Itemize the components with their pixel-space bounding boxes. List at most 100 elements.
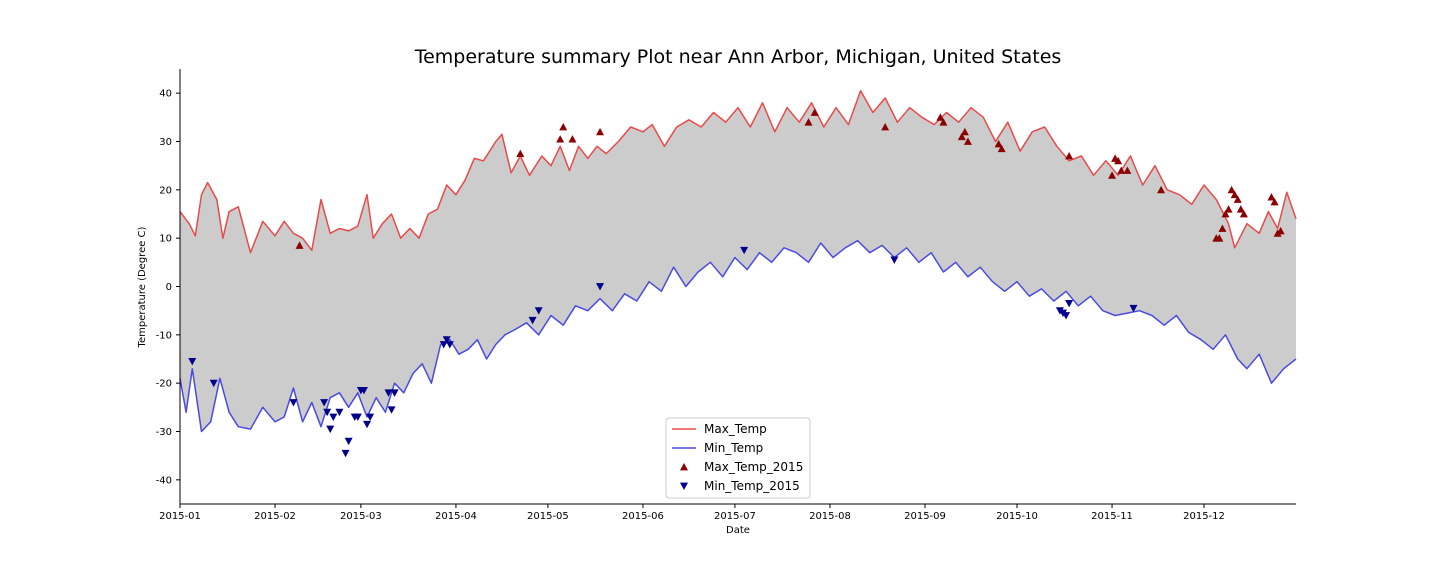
axes: [176, 69, 1296, 508]
min-temp-2015-marker: [326, 425, 335, 434]
legend-max-temp-2015-swatch: [680, 463, 688, 471]
min-temp-2015-marker: [335, 408, 344, 417]
max-temp-2015-marker: [556, 135, 565, 143]
min-temp-line: [179, 239, 1297, 433]
max-temp-line: [179, 90, 1297, 254]
legend-label: Max_Temp_2015: [704, 460, 803, 474]
legend-box: [665, 417, 811, 499]
legend-label: Min_Temp: [704, 441, 763, 455]
max-temp-2015-marker: [1236, 205, 1245, 213]
min-temp-2015-marker: [1129, 304, 1138, 313]
min-temp-2015-marker: [209, 379, 218, 388]
max-temp-2015-marker: [559, 123, 568, 131]
min-temp-2015-marker: [387, 406, 396, 414]
min-temp-2015-marker: [188, 358, 197, 366]
min-temp-2015-marker: [740, 246, 749, 255]
max-temp-2015-marker: [1123, 166, 1132, 174]
fill-between-area: [180, 90, 1296, 432]
max-temp-2015-marker: [295, 241, 304, 249]
x-tick-label: 2015-08: [809, 511, 851, 522]
max-temp-2015-marker: [1233, 195, 1242, 203]
min-temp-2015-marker: [1065, 300, 1074, 308]
max-temp-2015-marker: [936, 113, 945, 121]
min-temp-2015-marker: [384, 389, 393, 397]
x-tick-label: 2015-09: [904, 511, 946, 522]
max-temp-2015-marker: [1114, 156, 1123, 165]
min-temp-2015-marker: [439, 341, 448, 349]
legend-label: Max_Temp: [704, 422, 767, 436]
max-temp-2015-marker: [881, 123, 890, 131]
max-temp-2015-marker: [1065, 152, 1074, 160]
max-temp-2015-marker: [939, 118, 948, 126]
min-temp-2015-marker: [596, 283, 605, 291]
x-tick-label: 2015-04: [435, 511, 477, 522]
x-tick-label: 2015-07: [714, 511, 756, 522]
max-temp-2015-marker: [1276, 226, 1285, 235]
min-temp-2015-marker: [442, 336, 451, 344]
min-temp-2015-marker: [528, 316, 537, 325]
max-temp-2015-marker: [1117, 166, 1126, 174]
max-temp-2015-marker: [960, 127, 969, 136]
min-temp-2015-marker: [353, 413, 362, 421]
min-temp-2015-marker: [341, 449, 350, 458]
y-tick-label: -30: [156, 427, 172, 438]
min-temp-2015-marker: [329, 413, 338, 421]
max-temp-2015-marker: [963, 137, 972, 145]
y-tick-label: 20: [159, 185, 172, 196]
x-tick-label: 2015-11: [1091, 511, 1133, 522]
max-temp-2015-marker: [516, 149, 525, 157]
x-tick-label: 2015-10: [996, 511, 1038, 522]
y-tick-label: 0: [166, 282, 172, 293]
min-temp-2015-marker: [390, 389, 399, 397]
y-tick-label: 10: [159, 234, 172, 245]
y-tick-label: 40: [159, 89, 172, 100]
y-tick-label: -20: [156, 379, 172, 390]
min-temp-2015-marker: [366, 413, 375, 421]
x-tick-label: 2015-12: [1183, 511, 1225, 522]
series-lines: [179, 90, 1297, 433]
max-temp-2015-marker: [957, 132, 966, 141]
y-axis-title: Temperature (Degree C): [137, 226, 148, 348]
max-temp-2015-marker: [1270, 197, 1279, 206]
min-temp-2015-marker: [320, 399, 329, 407]
max-temp-2015-marker: [568, 135, 577, 143]
x-tick-label: 2015-01: [159, 511, 201, 522]
legend-label: Min_Temp_2015: [704, 479, 800, 493]
max-temp-2015-marker: [1239, 210, 1248, 218]
max-temp-2015-marker: [810, 108, 819, 116]
min-temp-2015-marker: [1062, 312, 1071, 320]
max-temp-2015-marker: [1221, 210, 1230, 218]
max-temp-2015-marker: [1227, 185, 1236, 194]
max-temp-2015-marker: [1215, 234, 1224, 242]
min-temp-2015-marker: [363, 420, 372, 429]
max-temp-2015-marker: [1108, 171, 1117, 179]
min-temp-2015-marker: [344, 437, 353, 446]
y-tick-label: -40: [156, 475, 172, 486]
min-temp-2015-marker: [890, 256, 899, 264]
min-temp-2015-marker: [445, 341, 454, 349]
scatter-markers: [188, 108, 1285, 458]
fill-between-polygon: [180, 90, 1296, 432]
x-axis-title: Date: [726, 525, 750, 536]
max-temp-2015-marker: [1267, 193, 1276, 201]
x-tick-label: 2015-02: [254, 511, 296, 522]
tick-labels: 40 30 20 10 0 -10 -20 -30 -40 2015-01 2015-02 2015-…: [156, 89, 1225, 522]
y-tick-label: 30: [159, 137, 172, 148]
max-temp-2015-marker: [997, 144, 1006, 153]
legend-min-temp-2015-swatch: [680, 482, 688, 490]
max-temp-2015-marker: [994, 139, 1003, 148]
chart-title: Temperature summary Plot near Ann Arbor,…: [414, 46, 1062, 68]
max-temp-2015-marker: [1157, 185, 1166, 194]
min-temp-2015-marker: [359, 387, 368, 395]
min-temp-2015-marker: [323, 408, 332, 417]
x-tick-label: 2015-06: [622, 511, 664, 522]
legend: Max_Temp Min_Temp Max_Temp_2015 Min_Temp_20…: [665, 417, 811, 499]
min-temp-2015-marker: [534, 307, 543, 315]
max-temp-2015-marker: [1218, 224, 1227, 232]
max-temp-2015-marker: [804, 118, 813, 126]
max-temp-2015-marker: [1224, 205, 1233, 213]
y-tick-label: -10: [156, 330, 172, 341]
x-tick-label: 2015-03: [340, 511, 382, 522]
